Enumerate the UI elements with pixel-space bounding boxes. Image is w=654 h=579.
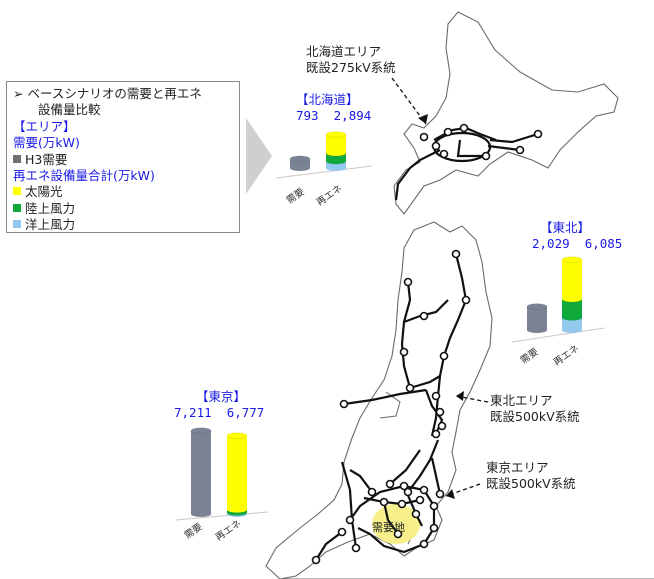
legend-demand-item: H3需要	[13, 152, 233, 168]
bullet-arrow-icon: ➢	[13, 86, 24, 101]
region-name: 【東京】	[196, 389, 247, 404]
demand-area-label: 需要地	[372, 521, 405, 534]
solar-bar-segment	[561, 256, 583, 302]
legend-item-solar: 太陽光	[13, 184, 233, 200]
onshore-swatch	[13, 203, 21, 212]
tokyo-substations	[311, 479, 445, 565]
chart-floor-line	[511, 327, 605, 343]
honshu-landmass	[265, 221, 654, 579]
tohoku-grid	[343, 253, 468, 437]
demand-swatch	[13, 154, 21, 163]
region-hokkaido: 【北海道】 793 2,894	[296, 92, 371, 124]
legend-demand-label: 需要(万kW)	[13, 135, 80, 151]
pointer-arrow-shape	[246, 118, 272, 194]
legend-item-onshore: 陸上風力	[13, 201, 233, 217]
legend-title-line1: ベースシナリオの需要と再エネ	[27, 86, 202, 101]
region-values: 793 2,894	[296, 108, 372, 123]
legend-title-line2: 設備量比較	[38, 102, 101, 118]
region-values: 7,211 6,777	[174, 405, 265, 420]
legend-area-label: 【エリア】	[13, 118, 76, 134]
legend-item-offshore: 洋上風力	[13, 217, 233, 233]
hokkaido-landmass	[393, 11, 619, 215]
legend-renewable-label: 再エネ設備量合計(万kW)	[13, 168, 155, 184]
bay-outline	[379, 391, 401, 419]
hokkaido-line-label: 北海道エリア 既設275kV系統	[306, 44, 396, 75]
chart-floor-line	[175, 511, 269, 521]
demand-bar	[526, 303, 548, 333]
chart-floor-line	[275, 165, 373, 179]
region-tokyo: 【東京】 7,211 6,777	[174, 389, 264, 421]
chart-hokkaido	[275, 131, 373, 179]
tokyo-line-label: 東京エリア 既設500kV系統	[486, 460, 576, 491]
solar-swatch	[13, 187, 21, 196]
offshore-swatch	[13, 220, 21, 229]
chart-tokyo	[175, 427, 269, 521]
region-values: 2,029 6,085	[532, 236, 623, 251]
region-name: 【北海道】	[296, 92, 359, 107]
demand-bar	[289, 155, 311, 171]
region-name: 【東北】	[540, 220, 591, 235]
region-tohoku: 【東北】 2,029 6,085	[532, 220, 622, 252]
chart-tohoku	[511, 256, 605, 343]
arrowheads	[418, 114, 464, 499]
solar-bar-segment	[325, 131, 347, 157]
tohoku-substations	[339, 249, 471, 439]
demand-area-highlight	[372, 504, 420, 544]
tohoku-line-label: 東北エリア 既設500kV系統	[490, 393, 580, 424]
tokyo-grid	[315, 439, 442, 561]
hokkaido-substations	[419, 123, 543, 161]
legend-box: ➢ ベースシナリオの需要と再エネ 設備量比較 【エリア】 需要(万kW) H3需…	[6, 81, 240, 233]
solar-bar-segment	[226, 432, 248, 513]
demand-bar	[190, 427, 212, 517]
legend-title: ➢ ベースシナリオの需要と再エネ	[13, 86, 233, 102]
